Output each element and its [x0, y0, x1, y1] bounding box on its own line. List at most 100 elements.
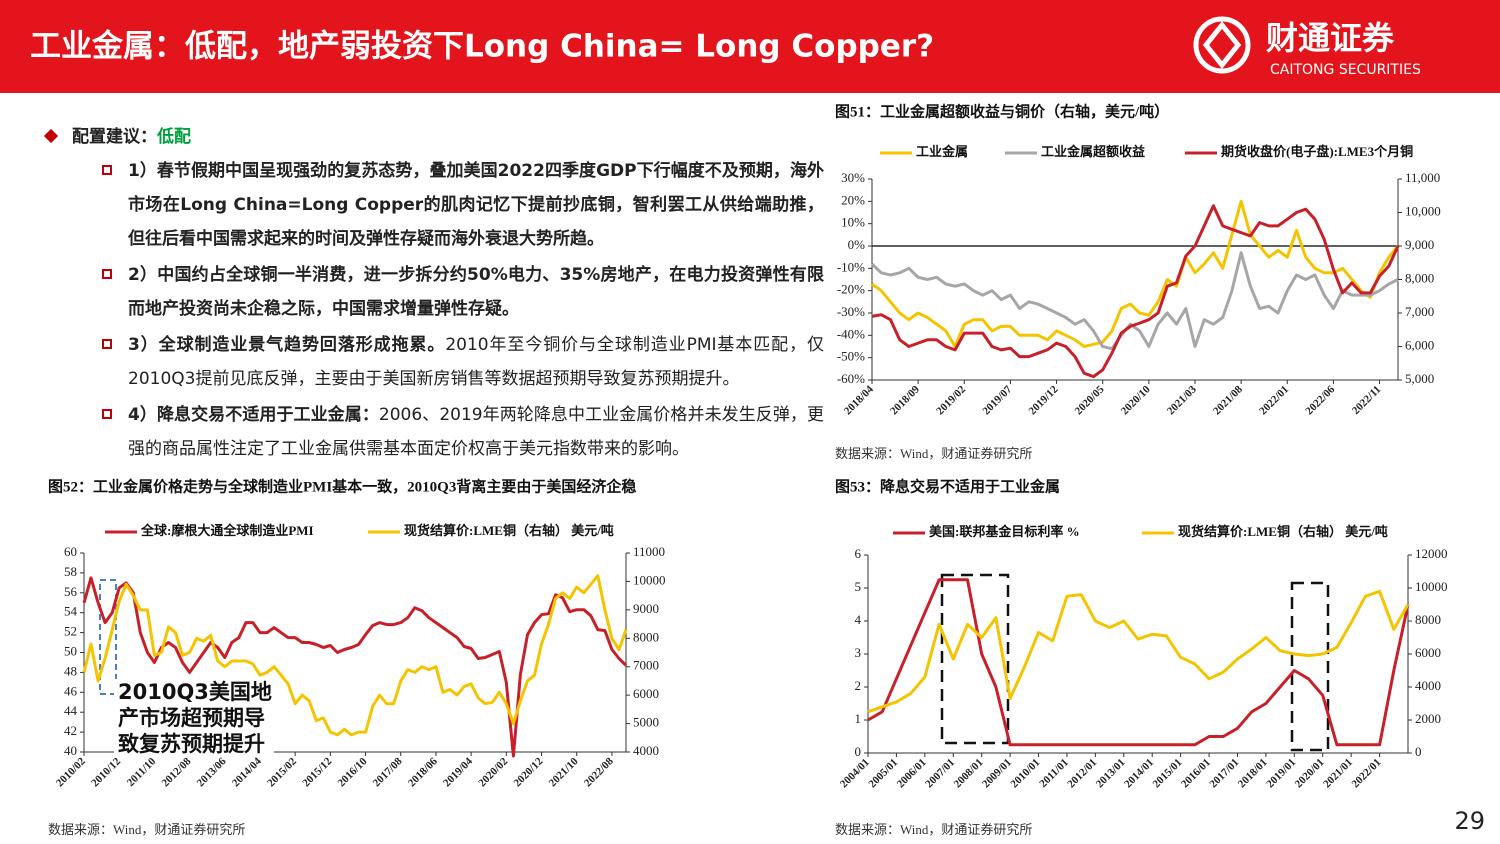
y-tick-label: 3 — [855, 645, 862, 660]
y-tick-label: 5 — [855, 579, 862, 594]
x-tick-label: 2019/02 — [934, 383, 968, 417]
logo-en: CAITONG SECURITIES — [1270, 62, 1421, 78]
x-tick-label: 2006/01 — [895, 756, 929, 790]
x-tick-label: 2014/04 — [230, 755, 264, 789]
x-tick-label: 2016/10 — [335, 755, 369, 789]
x-tick-label: 2013/01 — [1094, 756, 1128, 790]
y2-tick-label: 6000 — [633, 686, 659, 701]
y-tick-label: 1 — [855, 711, 862, 726]
x-tick-label: 2017/01 — [1207, 756, 1241, 790]
y2-tick-label: 0 — [1415, 744, 1422, 759]
y-tick-label: 0% — [848, 237, 866, 252]
bullet-bold: 1）春节假期中国呈现强劲的复苏态势，叠加美国2022四季度GDP下行幅度不及预期… — [128, 161, 824, 249]
x-tick-label: 2015/12 — [300, 755, 334, 789]
y2-tick-label: 6000 — [1415, 645, 1441, 660]
x-tick-label: 2019/07 — [980, 383, 1014, 417]
y2-tick-label: 8,000 — [1405, 270, 1434, 285]
x-tick-label: 2010/02 — [54, 755, 88, 789]
y-tick-label: 4 — [855, 612, 862, 627]
x-tick-label: 2022/08 — [582, 755, 616, 789]
x-tick-label: 2022/11 — [1350, 383, 1384, 417]
bullet: 1）春节假期中国呈现强劲的复苏态势，叠加美国2022四季度GDP下行幅度不及预期… — [44, 154, 824, 256]
diamond — [43, 128, 59, 144]
y-tick-label: 50 — [64, 643, 77, 658]
legend-label: 期货收盘价(电子盘):LME3个月铜 — [1221, 144, 1413, 159]
y-tick-label: 20% — [841, 192, 865, 207]
y2-tick-label: 10000 — [633, 572, 666, 587]
x-tick-label: 2007/01 — [923, 756, 957, 790]
x-tick-label: 2021/01 — [1321, 756, 1355, 790]
series-line — [870, 251, 1399, 351]
bullet-bold: 3）全球制造业景气趋势回落形成拖累。 — [128, 335, 446, 355]
bullet-bold: 4）降息交易不适用于工业金属： — [128, 405, 379, 425]
x-tick-label: 2022/06 — [1303, 383, 1337, 417]
y2-tick-label: 7,000 — [1405, 304, 1434, 319]
chart-title: 图52：工业金属价格走势与全球制造业PMI基本一致，2010Q3背离主要由于美国… — [48, 477, 636, 495]
chart-source: 数据来源：Wind，财通证券研究所 — [835, 446, 1032, 461]
series-line — [867, 589, 1410, 714]
y2-tick-label: 5000 — [633, 715, 659, 730]
x-tick-label: 2013/06 — [195, 755, 229, 789]
x-tick-label: 2018/06 — [406, 755, 440, 789]
x-tick-label: 2009/01 — [980, 756, 1014, 790]
x-tick-label: 2021/03 — [1165, 383, 1199, 417]
x-tick-label: 2010/01 — [1008, 756, 1042, 790]
y-tick-label: 0 — [855, 744, 862, 759]
y2-tick-label: 4000 — [1415, 678, 1441, 693]
y2-tick-label: 8000 — [1415, 612, 1441, 627]
x-tick-label: 2020/10 — [1119, 383, 1153, 417]
x-tick-label: 2018/01 — [1236, 756, 1270, 790]
y-tick-label: 42 — [64, 723, 77, 738]
y-tick-label: 46 — [64, 683, 78, 698]
annotation: 产市场超预期导 — [118, 706, 265, 730]
x-tick-label: 2012/01 — [1065, 756, 1099, 790]
x-tick-label: 2015/01 — [1151, 756, 1185, 790]
bullet: 2）中国约占全球铜一半消费，进一步拆分约50%电力、35%房地产，在电力投资弹性… — [44, 258, 824, 326]
highlight-box — [940, 573, 1010, 745]
y-tick-label: -60% — [837, 371, 865, 386]
x-tick-label: 2020/05 — [1073, 383, 1107, 417]
bullet-bold: 2）中国约占全球铜一半消费，进一步拆分约50%电力、35%房地产，在电力投资弹性… — [128, 265, 824, 319]
bullet: 3）全球制造业景气趋势回落形成拖累。2010年至今铜价与全球制造业PMI基本匹配… — [44, 328, 824, 396]
bullet: 4）降息交易不适用于工业金属：2006、2019年两轮降息中工业金属价格并未发生… — [44, 398, 824, 466]
y2-tick-label: 7000 — [633, 658, 659, 673]
y2-tick-label: 11000 — [633, 544, 665, 559]
highlight-box — [99, 579, 117, 695]
y-tick-label: 2 — [855, 678, 862, 693]
bullet-text: 2010年至今铜价与全球制造业PMI基本匹配，仅2010Q3提前见底反弹，主要由… — [128, 335, 824, 389]
chart-source: 数据来源：Wind，财通证券研究所 — [48, 822, 245, 837]
x-tick-label: 2019/01 — [1264, 756, 1298, 790]
heading: 配置建议：低配 — [43, 120, 824, 154]
x-tick-label: 2018/04 — [842, 383, 876, 417]
x-tick-label: 2015/02 — [265, 755, 299, 789]
chart-title: 图51：工业金属超额收益与铜价（右轴，美元/吨） — [835, 102, 1169, 120]
x-tick-label: 2022/01 — [1350, 756, 1384, 790]
bullet-square — [102, 269, 112, 279]
bullet-text: 2006、2019年两轮降息中工业金属价格并未发生反弹，更强的商品属性注定了工业… — [128, 405, 825, 459]
y2-tick-label: 10,000 — [1405, 203, 1441, 218]
x-tick-label: 2011/01 — [1037, 756, 1071, 790]
y2-tick-label: 9,000 — [1405, 237, 1434, 252]
annotation: 2010Q3美国地 — [118, 680, 272, 704]
y-tick-label: 56 — [64, 584, 78, 599]
legend-label: 工业金属超额收益 — [1041, 144, 1145, 159]
y-tick-label: 44 — [64, 703, 78, 718]
x-tick-label: 2019/12 — [1026, 383, 1060, 417]
y-tick-label: -40% — [837, 326, 865, 341]
y-tick-label: -20% — [837, 282, 865, 297]
y-tick-label: 30% — [841, 170, 865, 185]
y2-tick-label: 2000 — [1415, 711, 1441, 726]
page-number: 29 — [1454, 807, 1485, 835]
x-tick-label: 2005/01 — [866, 756, 900, 790]
legend-label: 全球:摩根大通全球制造业PMI — [140, 523, 314, 538]
heading-label: 配置建议： — [72, 127, 157, 147]
chart-title: 图53：降息交易不适用于工业金属 — [835, 477, 1060, 495]
bullet-square — [102, 409, 112, 419]
x-tick-label: 2021/08 — [1211, 383, 1245, 417]
logo-icon — [1193, 16, 1251, 74]
x-tick-label: 2018/09 — [888, 383, 922, 417]
series-line — [871, 199, 1400, 348]
series-line — [82, 574, 628, 737]
text-block: 配置建议：低配 1）春节假期中国呈现强劲的复苏态势，叠加美国2022四季度GDP… — [43, 120, 824, 468]
